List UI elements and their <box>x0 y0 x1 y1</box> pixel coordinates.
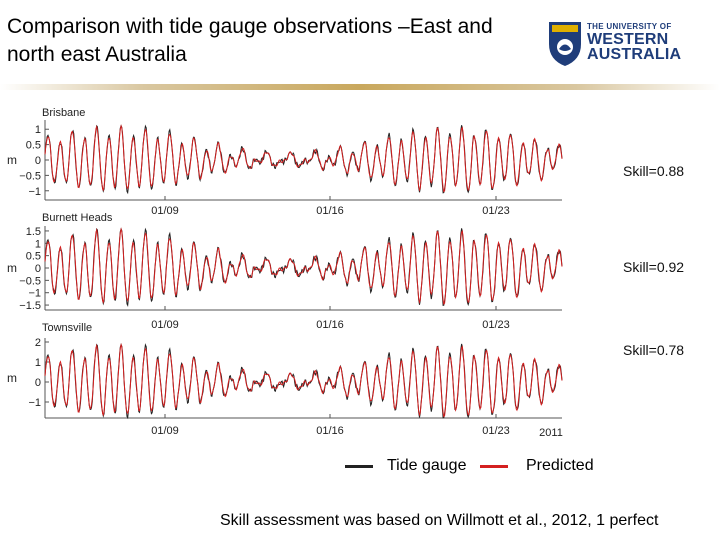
uwa-logo <box>545 18 685 68</box>
panel-1-ytick-label: 0 <box>35 155 41 167</box>
panel-2-ytick-label: 1.5 <box>26 226 41 238</box>
panel-2-xtick-0123: 01/23 <box>482 319 510 331</box>
legend-predicted-swatch <box>480 465 508 468</box>
panel-2-y-label: m <box>7 261 17 275</box>
panel-3-series-predicted <box>44 342 563 418</box>
slide-title: Comparison with tide gauge observations … <box>7 15 493 66</box>
header-divider <box>0 84 720 90</box>
panel-2-ytick-label: −1.5 <box>19 300 41 312</box>
legend-predicted-label: Predicted <box>526 457 594 474</box>
panel-2-ytick-label: 1 <box>35 238 41 250</box>
uwa-line2: WESTERN <box>587 31 669 48</box>
panel-1-xtick-0123: 01/23 <box>482 205 510 217</box>
panel-3-xtick-0116: 01/16 <box>316 425 344 437</box>
panel-3-ytick-label: −1 <box>28 397 41 409</box>
panel-3-ytick-label: 1 <box>35 357 41 369</box>
uwa-line3: AUSTRALIA <box>587 46 682 63</box>
panel-1-ytick-label: −1 <box>28 186 41 198</box>
legend-observed-label: Tide gauge <box>387 457 467 474</box>
panel-2-ytick-label: 0 <box>35 263 41 275</box>
panel-2-skill-label: Skill=0.92 <box>623 259 684 275</box>
panel-3-xtick-0109: 01/09 <box>151 425 179 437</box>
legend-observed-swatch <box>345 465 373 468</box>
panel-3-xtick-0123: 01/23 <box>482 425 510 437</box>
panel-2-xtick-0109: 01/09 <box>151 319 179 331</box>
tide-figure: Brisbane m 1 0.5 0 −0.5 −1 01/09 01/16 01/23 Skill… <box>0 98 720 443</box>
panel-1-xtick-0116: 01/16 <box>316 205 344 217</box>
panel-1-ytick-label: −0.5 <box>19 170 41 182</box>
panel-1-skill-label: Skill=0.88 <box>623 163 684 179</box>
panel-3-skill-label: Skill=0.78 <box>623 342 684 358</box>
panel-1-station-title: Brisbane <box>42 107 85 119</box>
panel-2-ytick-label: −1 <box>28 288 41 300</box>
panel-3-y-label: m <box>7 371 17 385</box>
panel-1-ytick-label: 0.5 <box>26 140 41 152</box>
panel-1-y-label: m <box>7 153 17 167</box>
uwa-line1: THE UNIVERSITY OF <box>587 22 672 31</box>
uwa-wordmark: THE UNIVERSITY OF WESTERN AUSTRALIA <box>587 22 697 63</box>
panel-2-ytick-label: −0.5 <box>19 275 41 287</box>
panel-1-ytick-label: 1 <box>35 124 41 136</box>
panel-3-year-label: 2011 <box>539 427 563 439</box>
panel-3-ytick-label: 0 <box>35 377 41 389</box>
panel-2-series-predicted <box>44 227 563 305</box>
panel-2-station-title: Burnett Heads <box>42 212 113 224</box>
panel-1-series-predicted <box>44 124 563 193</box>
panel-2-ytick-label: 0.5 <box>26 251 41 263</box>
panel-2-xtick-0116: 01/16 <box>316 319 344 331</box>
panel-3-station-title: Townsville <box>42 322 92 334</box>
uwa-crest-icon <box>549 22 581 66</box>
footnote: Skill assessment was based on Willmott e… <box>220 512 659 529</box>
panel-3-ytick-label: 2 <box>35 337 41 349</box>
panel-1-xtick-0109: 01/09 <box>151 205 179 217</box>
